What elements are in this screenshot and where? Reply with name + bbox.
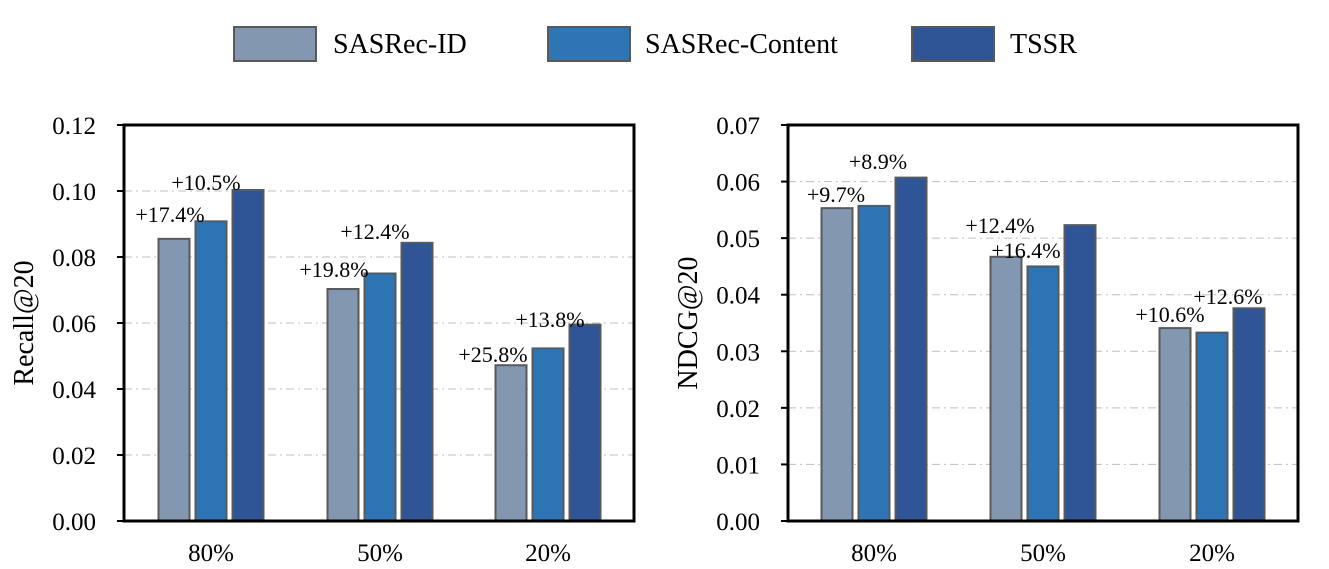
y-tick-label: 0.02	[52, 443, 96, 470]
recall-chart-panel: 0.00 0.02 0.04 0.06 0.08 0.10 0.12 80% 50% 20% Rec…	[9, 113, 636, 567]
improvement-annotation: +19.8%	[299, 257, 368, 282]
bar-tssr-2	[568, 323, 602, 522]
ndcg-chart-panel: 0.00 0.01 0.02 0.03 0.04 0.05 0.06 0.07 80% 50% 20…	[673, 113, 1300, 567]
bar-sasrec-content-2	[531, 347, 565, 522]
legend-label-tssr: TSSR	[1010, 29, 1077, 60]
y-tick-label: 0.06	[52, 311, 96, 338]
y-axis-label: NDCG@20	[673, 256, 704, 389]
bar-sasrec-content-1	[363, 272, 397, 522]
legend-swatch-tssr	[911, 26, 995, 62]
bar-sasrec-id-1	[989, 255, 1023, 522]
bar-tssr-0	[894, 176, 928, 523]
y-tick-label: 0.02	[716, 396, 760, 423]
y-tick-label: 0.07	[716, 113, 760, 140]
bar-sasrec-content-0	[194, 220, 228, 523]
bar-sasrec-id-1	[326, 288, 360, 523]
improvement-annotation: +17.4%	[135, 202, 204, 227]
bar-sasrec-content-1	[1026, 265, 1060, 522]
improvement-annotation: +12.6%	[1193, 284, 1262, 309]
x-tick-label: 20%	[1189, 540, 1235, 567]
x-tick-label: 80%	[851, 540, 897, 567]
legend-swatch-sasrec-id	[233, 26, 317, 62]
bar-sasrec-id-2	[1158, 327, 1192, 522]
legend: SASRec-ID SASRec-Content TSSR	[233, 26, 1077, 62]
x-tick-label: 20%	[525, 540, 571, 567]
x-tick-label: 80%	[188, 540, 234, 567]
bar-sasrec-content-0	[857, 204, 891, 522]
y-tick-label: 0.01	[716, 452, 760, 479]
improvement-annotation: +10.6%	[1135, 302, 1204, 327]
legend-label-sasrec-id: SASRec-ID	[333, 29, 467, 60]
bar-tssr-1	[400, 241, 434, 522]
improvement-annotation: +9.7%	[807, 182, 865, 207]
legend-label-sasrec-content: SASRec-Content	[645, 29, 838, 60]
legend-swatch-sasrec-content	[547, 26, 631, 62]
x-tick-label: 50%	[1020, 540, 1066, 567]
bar-tssr-0	[231, 189, 265, 522]
bar-sasrec-id-2	[494, 364, 528, 522]
bar-sasrec-content-2	[1195, 331, 1229, 523]
improvement-annotation: +10.5%	[171, 170, 240, 195]
improvement-annotation: +12.4%	[340, 219, 409, 244]
y-axis-label: Recall@20	[9, 260, 40, 385]
y-tick-label: 0.05	[716, 226, 760, 253]
improvement-annotation: +16.4%	[991, 238, 1060, 263]
y-tick-label: 0.12	[52, 113, 96, 140]
x-tick-label: 50%	[357, 540, 403, 567]
bar-sasrec-id-0	[820, 207, 854, 522]
plot-frame	[786, 123, 1300, 523]
y-tick-label: 0.00	[52, 509, 96, 536]
bar-tssr-1	[1063, 224, 1097, 522]
y-tick-label: 0.04	[716, 283, 760, 310]
bar-tssr-2	[1232, 307, 1266, 523]
improvement-annotation: +13.8%	[515, 307, 584, 332]
y-tick-label: 0.06	[716, 170, 760, 197]
improvement-annotation: +25.8%	[458, 342, 527, 367]
y-tick-label: 0.00	[716, 509, 760, 536]
y-tick-label: 0.04	[52, 377, 96, 404]
improvement-annotation: +8.9%	[849, 149, 907, 174]
y-tick-label: 0.10	[52, 179, 96, 206]
y-tick-label: 0.08	[52, 245, 96, 272]
y-tick-label: 0.03	[716, 339, 760, 366]
bar-sasrec-id-0	[157, 237, 191, 522]
improvement-annotation: +12.4%	[965, 213, 1034, 238]
